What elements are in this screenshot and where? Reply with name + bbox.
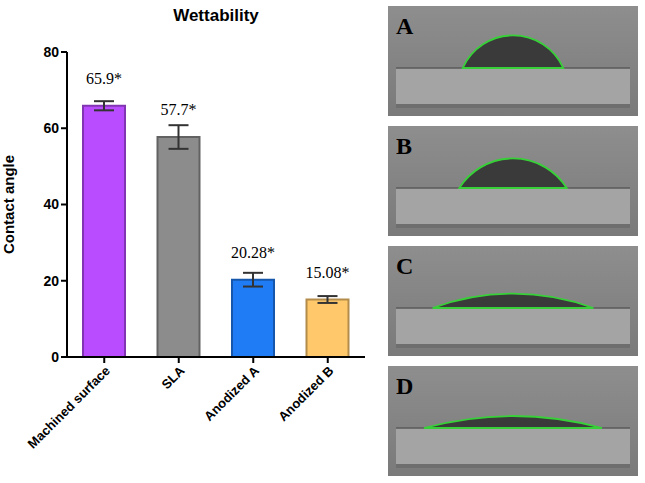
svg-text:20.28*: 20.28* <box>231 244 275 261</box>
svg-text:40: 40 <box>43 196 59 212</box>
svg-text:Contact angle: Contact angle <box>0 155 17 254</box>
svg-text:65.9*: 65.9* <box>86 70 122 87</box>
svg-text:Anodized A: Anodized A <box>201 363 262 424</box>
svg-text:57.7*: 57.7* <box>161 101 197 118</box>
svg-text:C: C <box>396 253 413 279</box>
svg-text:B: B <box>396 133 412 159</box>
svg-text:60: 60 <box>43 120 59 136</box>
html-text:Wettability: Wettability <box>173 6 259 25</box>
svg-text:A: A <box>396 13 414 39</box>
svg-text:20: 20 <box>43 273 59 289</box>
svg-text:SLA: SLA <box>158 363 187 392</box>
svg-text:Anodized B: Anodized B <box>275 363 336 424</box>
svg-text:0: 0 <box>51 349 59 365</box>
svg-text:15.08*: 15.08* <box>306 264 350 281</box>
svg-text:Machined surface: Machined surface <box>25 363 113 451</box>
svg-text:D: D <box>396 373 413 399</box>
svg-text:80: 80 <box>43 44 59 60</box>
